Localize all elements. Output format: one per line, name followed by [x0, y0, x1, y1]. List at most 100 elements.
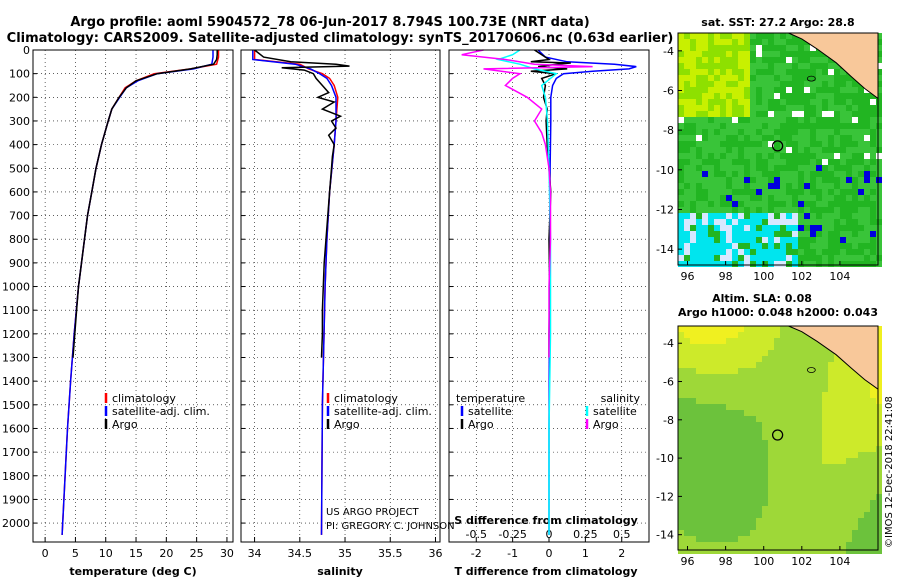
map-cell: [774, 428, 780, 434]
map-cell: [762, 482, 768, 488]
map-cell: [696, 39, 702, 45]
map-cell: [798, 350, 804, 356]
map-cell: [732, 398, 738, 404]
map-cell: [816, 404, 822, 410]
map-cell: [732, 111, 738, 117]
map-cell: [846, 386, 852, 392]
map-cell: [720, 33, 726, 39]
map-lat-label: -10: [656, 164, 674, 177]
map-cell: [876, 183, 882, 189]
map-cell: [678, 350, 684, 356]
map-cell: [840, 177, 846, 183]
map-cell: [810, 506, 816, 512]
map-cell: [858, 392, 864, 398]
map-cell: [822, 255, 828, 261]
map-cell: [840, 147, 846, 153]
map-cell: [702, 446, 708, 452]
map-cell: [870, 213, 876, 219]
map-cell: [828, 434, 834, 440]
map-cell: [786, 482, 792, 488]
map-cell: [804, 392, 810, 398]
map-cell: [744, 368, 750, 374]
map-cell: [708, 536, 714, 542]
map-cell: [804, 518, 810, 524]
map-cell: [690, 398, 696, 404]
imos-stamp: ©IMOS 12-Dec-2018 22:41:08: [884, 396, 895, 548]
map-cell: [846, 171, 852, 177]
map-cell: [708, 213, 714, 219]
map-cell: [708, 332, 714, 338]
map-cell: [816, 135, 822, 141]
map-cell: [678, 153, 684, 159]
map-cell: [696, 159, 702, 165]
map-cell: [708, 165, 714, 171]
map-cell: [762, 530, 768, 536]
map-cell: [822, 452, 828, 458]
map-cell: [780, 117, 786, 123]
map-cell: [852, 548, 858, 554]
map-cell: [852, 422, 858, 428]
map-cell: [810, 542, 816, 548]
map-cell: [774, 195, 780, 201]
map-cell: [822, 506, 828, 512]
series-satellite-adj-clim-: [252, 50, 337, 535]
map-cell: [792, 482, 798, 488]
map-cell: [870, 452, 876, 458]
map-cell: [684, 141, 690, 147]
map-cell: [780, 123, 786, 129]
map-cell: [858, 422, 864, 428]
depth-tick-label: 200: [9, 91, 30, 104]
map-cell: [768, 243, 774, 249]
map-cell: [822, 530, 828, 536]
map-cell: [768, 452, 774, 458]
map-cell: [858, 446, 864, 452]
map-cell: [750, 392, 756, 398]
map-cell: [810, 249, 816, 255]
argo-position-marker: [771, 429, 784, 441]
map-cell: [846, 117, 852, 123]
depth-tick-label: 500: [9, 162, 30, 175]
map-cell: [684, 422, 690, 428]
map-cell: [696, 362, 702, 368]
map-cell: [834, 518, 840, 524]
map-cell: [816, 57, 822, 63]
map-cell: [762, 500, 768, 506]
map-cell: [780, 141, 786, 147]
map-cell: [678, 476, 684, 482]
map-cell: [870, 183, 876, 189]
map-cell: [774, 69, 780, 75]
map-cell: [744, 530, 750, 536]
map-cell: [816, 87, 822, 93]
map-cell: [720, 69, 726, 75]
map-cell: [840, 488, 846, 494]
island-outline: [806, 75, 816, 82]
map-cell: [822, 512, 828, 518]
map-cell: [828, 261, 834, 267]
map-cell: [678, 63, 684, 69]
map-cell: [768, 362, 774, 368]
map-cell: [840, 428, 846, 434]
map-cell: [714, 129, 720, 135]
series-satellite-adj-clim-: [61, 50, 214, 535]
map-cell: [732, 219, 738, 225]
map-cell: [684, 99, 690, 105]
map-cell: [870, 249, 876, 255]
map-cell: [702, 422, 708, 428]
map-cell: [798, 45, 804, 51]
map-cell: [720, 231, 726, 237]
map-cell: [762, 380, 768, 386]
map-cell: [726, 171, 732, 177]
map-cell: [810, 434, 816, 440]
map-cell: [834, 201, 840, 207]
map-cell: [738, 386, 744, 392]
map-cell: [750, 506, 756, 512]
map-cell: [828, 69, 834, 75]
map-cell: [810, 147, 816, 153]
map-cell: [768, 500, 774, 506]
map-cell: [876, 93, 882, 99]
map-cell: [684, 344, 690, 350]
map-cell: [720, 57, 726, 63]
map-cell: [816, 237, 822, 243]
map-cell: [756, 261, 762, 267]
map-cell: [678, 524, 684, 530]
